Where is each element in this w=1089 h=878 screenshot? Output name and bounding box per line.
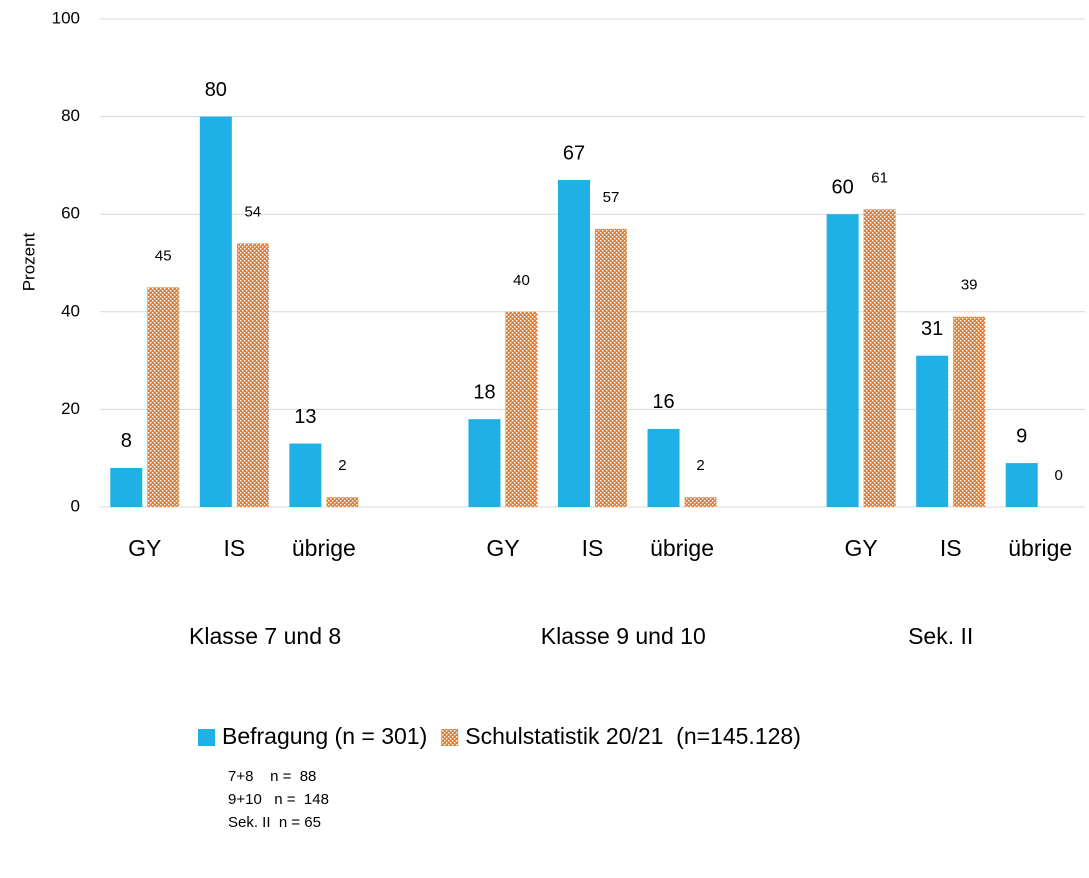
data-label: 16 <box>652 391 674 413</box>
note: Sek. II n = 65 <box>228 814 321 831</box>
data-label: 40 <box>513 272 530 289</box>
bar <box>505 311 538 507</box>
y-tick-label: 100 <box>52 8 80 27</box>
bar <box>863 209 896 507</box>
data-label: 8 <box>121 430 132 452</box>
legend: Befragung (n = 301) Schulstatistik 20/21 … <box>198 723 801 749</box>
bar <box>595 228 627 507</box>
x-tick-label: GY <box>486 535 519 561</box>
data-label: 2 <box>696 457 704 474</box>
data-label: 13 <box>294 406 316 428</box>
group-label: Klasse 9 und 10 <box>541 623 706 649</box>
bar <box>684 497 717 507</box>
y-tick-label: 0 <box>71 496 80 515</box>
x-tick-label: GY <box>845 535 878 561</box>
data-label: 45 <box>155 247 172 264</box>
data-label: 54 <box>244 203 261 220</box>
bar <box>236 243 269 508</box>
note: 7+8 n = 88 <box>228 768 316 785</box>
note: 9+10 n = 148 <box>228 791 329 808</box>
data-label: 61 <box>871 169 888 186</box>
y-axis-label: Prozent <box>19 232 38 291</box>
legend-swatch <box>441 729 459 746</box>
bar <box>289 443 322 507</box>
bar <box>147 287 180 507</box>
y-tick-label: 60 <box>61 204 80 223</box>
data-label: 9 <box>1016 425 1027 447</box>
data-label: 18 <box>473 381 495 403</box>
data-label: 0 <box>1055 467 1063 484</box>
data-label: 60 <box>832 176 854 198</box>
data-label: 67 <box>563 142 585 164</box>
x-tick-label: übrige <box>650 535 714 561</box>
data-label: 57 <box>603 189 620 206</box>
x-tick-label: übrige <box>1008 535 1072 561</box>
data-label: 31 <box>921 318 943 340</box>
x-tick-label: übrige <box>292 535 356 561</box>
legend-label: Schulstatistik 20/21 (n=145.128) <box>465 723 801 749</box>
data-label: 39 <box>961 277 978 294</box>
bar <box>1005 463 1038 507</box>
x-tick-label: IS <box>582 535 604 561</box>
legend-swatch <box>198 729 215 746</box>
group-label: Sek. II <box>908 623 973 649</box>
bar <box>826 214 859 507</box>
bar <box>199 116 232 507</box>
x-tick-label: IS <box>940 535 962 561</box>
group-label: Klasse 7 und 8 <box>189 623 341 649</box>
y-tick-label: 40 <box>61 301 80 320</box>
data-label: 80 <box>205 79 227 101</box>
bar <box>953 316 986 507</box>
bar <box>558 180 590 508</box>
bar <box>468 419 501 507</box>
y-tick-label: 80 <box>61 106 80 125</box>
bar <box>110 467 143 507</box>
bar <box>916 355 949 507</box>
y-tick-label: 20 <box>61 399 80 418</box>
bar <box>647 428 680 507</box>
x-tick-label: GY <box>128 535 161 561</box>
bar <box>326 497 359 507</box>
legend-label: Befragung (n = 301) <box>222 723 427 749</box>
x-tick-label: IS <box>223 535 245 561</box>
data-label: 2 <box>338 457 346 474</box>
